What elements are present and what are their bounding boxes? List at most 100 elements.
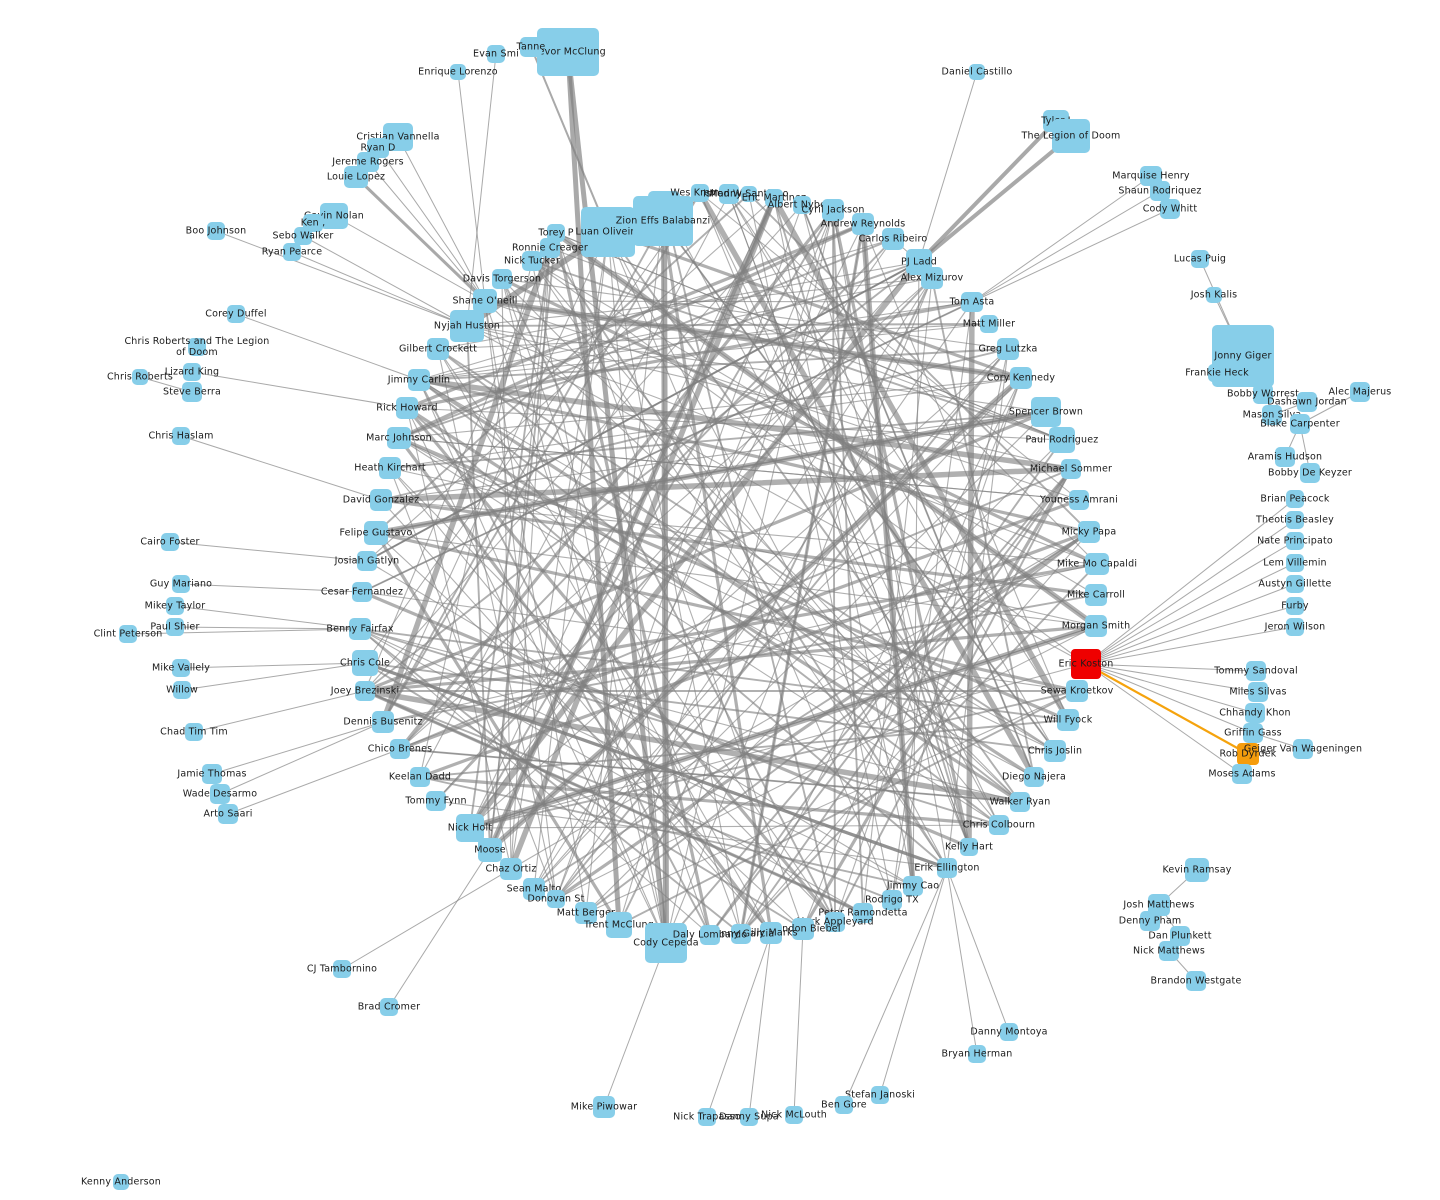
graph-node[interactable] [1150,181,1170,201]
graph-node[interactable] [1300,463,1320,483]
graph-node[interactable] [822,199,844,221]
graph-node[interactable] [547,224,565,242]
graph-node[interactable] [1185,858,1209,882]
graph-node[interactable] [825,912,845,932]
graph-node[interactable] [478,838,502,862]
graph-node[interactable] [333,960,351,978]
graph-node[interactable] [522,251,542,271]
graph-node[interactable] [450,64,466,80]
graph-node[interactable] [1191,250,1209,268]
graph-node[interactable] [740,1108,758,1126]
graph-node[interactable] [1290,414,1310,434]
graph-node[interactable] [166,597,184,615]
graph-node[interactable] [1159,941,1179,961]
graph-node[interactable] [1245,703,1265,723]
graph-node[interactable] [456,814,484,842]
graph-node[interactable] [1246,661,1266,681]
graph-node[interactable] [997,338,1019,360]
graph-node[interactable] [792,918,814,940]
graph-node[interactable] [355,681,375,701]
graph-node[interactable] [691,184,709,202]
graph-node[interactable] [537,28,599,76]
graph-node[interactable] [1286,597,1304,615]
graph-node[interactable] [700,925,720,945]
graph-node[interactable] [183,363,201,381]
graph-node[interactable] [1248,682,1268,702]
graph-node[interactable] [835,1096,853,1114]
graph-node[interactable] [633,196,693,246]
graph-node[interactable] [1297,392,1317,412]
graph-node[interactable] [161,533,179,551]
graph-node[interactable] [980,315,998,333]
graph-node[interactable] [760,922,782,944]
graph-node[interactable] [1286,532,1304,550]
graph-node[interactable] [1350,382,1370,402]
graph-node[interactable] [349,618,371,640]
graph-node[interactable] [426,791,446,811]
graph-node[interactable] [785,1106,803,1124]
graph-node[interactable] [1232,764,1252,784]
graph-node[interactable] [1010,367,1032,389]
graph-node[interactable] [645,923,687,963]
graph-node[interactable] [1262,405,1282,425]
graph-node[interactable] [487,45,505,63]
graph-node[interactable] [1085,553,1109,575]
graph-node[interactable] [719,184,739,204]
graph-node[interactable] [1066,680,1088,702]
graph-node[interactable] [1078,521,1100,543]
graph-node[interactable] [523,878,545,900]
graph-node[interactable] [1052,119,1090,153]
graph-node[interactable] [450,310,484,342]
graph-node[interactable] [853,903,873,923]
graph-node[interactable] [396,397,418,419]
graph-node[interactable] [364,521,388,545]
graph-node[interactable] [427,338,449,360]
graph-node[interactable] [202,764,222,784]
graph-node[interactable] [1069,490,1089,510]
graph-node[interactable] [1049,427,1075,453]
graph-node[interactable] [1010,792,1030,812]
graph-node[interactable] [937,858,957,878]
graph-node[interactable] [1140,911,1160,931]
graph-node[interactable] [357,551,377,571]
graph-node[interactable] [218,804,238,824]
graph-node[interactable] [172,575,190,593]
graph-node[interactable] [492,269,512,289]
graph-node[interactable] [283,243,301,261]
graph-node[interactable] [294,227,312,245]
graph-node[interactable] [352,650,378,676]
graph-node[interactable] [344,166,368,188]
graph-node[interactable] [520,37,542,57]
graph-node[interactable] [1208,364,1226,382]
graph-node[interactable] [390,739,410,759]
graph-node[interactable] [547,890,565,908]
graph-node[interactable] [1237,743,1259,765]
graph-node[interactable] [410,767,430,787]
graph-node[interactable] [119,625,137,643]
graph-node[interactable] [1275,447,1295,467]
graph-node[interactable] [540,238,560,258]
graph-node[interactable] [500,858,522,880]
graph-node[interactable] [765,189,783,207]
graph-node[interactable] [1057,709,1079,731]
graph-node[interactable] [172,427,190,445]
graph-node[interactable] [380,998,398,1016]
graph-node[interactable] [207,222,225,240]
graph-node[interactable] [370,489,392,511]
graph-node[interactable] [1253,384,1273,404]
graph-node[interactable] [593,1096,615,1118]
graph-node[interactable] [320,203,348,229]
graph-node[interactable] [1000,1023,1018,1041]
graph-node[interactable] [387,427,411,449]
graph-node[interactable] [1061,459,1081,479]
graph-node[interactable] [1071,649,1101,679]
graph-node[interactable] [1085,615,1107,637]
graph-node[interactable] [1243,723,1263,743]
graph-node[interactable] [871,1086,889,1104]
graph-node[interactable] [731,924,751,944]
graph-node[interactable] [182,382,202,402]
graph-node[interactable] [1024,767,1044,787]
graph-node[interactable] [188,338,206,356]
graph-node[interactable] [352,582,372,602]
